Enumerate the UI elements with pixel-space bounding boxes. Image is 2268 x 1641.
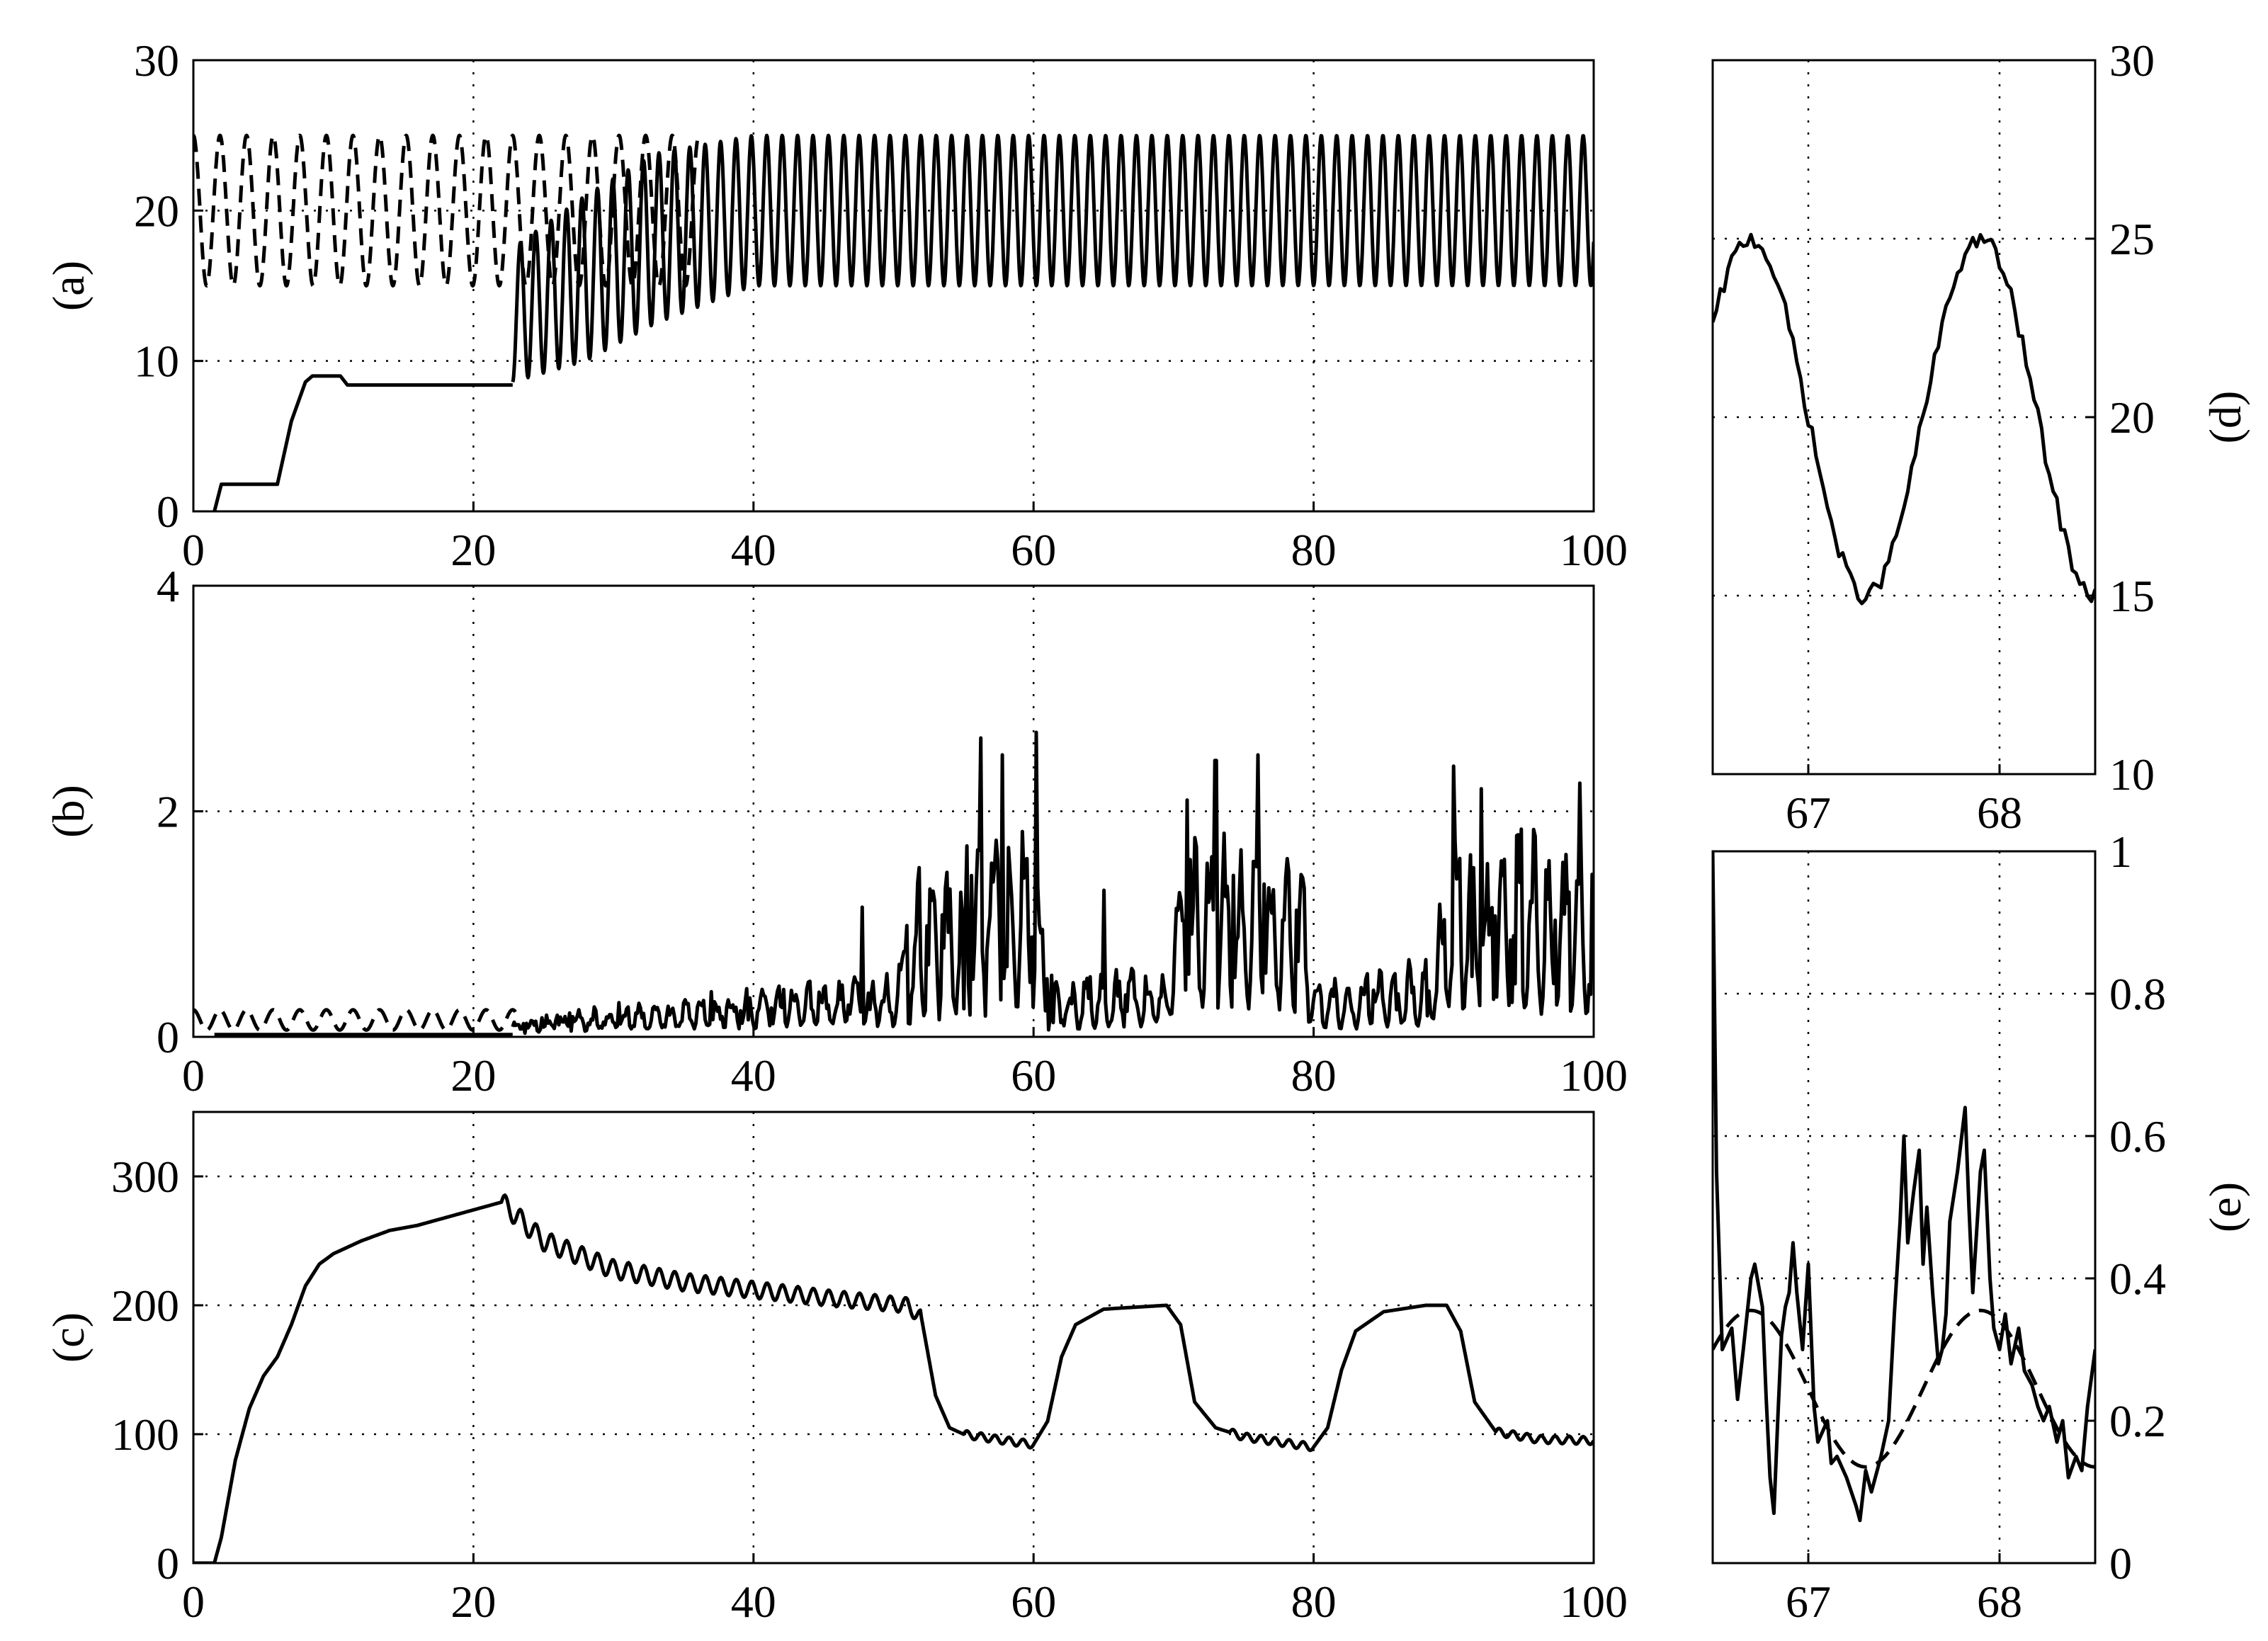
panel-e-series-2-line bbox=[1713, 851, 2095, 1523]
panel-a-xtick-label-80: 80 bbox=[1291, 525, 1337, 575]
panel-c-xtick-label-100: 100 bbox=[1560, 1577, 1628, 1627]
panel-a-ytick-label-10: 10 bbox=[134, 336, 179, 387]
panel-d-ytick-label-10: 10 bbox=[2109, 749, 2155, 800]
panel-e-ytick-label-0.8: 0.8 bbox=[2109, 969, 2166, 1019]
panel-c-xtick-label-60: 60 bbox=[1011, 1577, 1056, 1627]
panel-b-ytick-label-0: 0 bbox=[157, 1012, 179, 1062]
panel-b-ytick-label-4: 4 bbox=[157, 561, 179, 611]
panel-d-ytick-label-30: 30 bbox=[2109, 35, 2155, 86]
panel-e-ytick-label-0.4: 0.4 bbox=[2109, 1254, 2166, 1304]
panel-b-chart: 0 20 40 60 80 100 0 2 4 (b) bbox=[43, 561, 1628, 1101]
panel-b-xtick-label-80: 80 bbox=[1291, 1050, 1337, 1101]
panel-e-ytick-label-0.6: 0.6 bbox=[2109, 1111, 2166, 1162]
panel-a-frame bbox=[192, 59, 1595, 513]
panel-a-xtick-label-40: 40 bbox=[731, 525, 776, 575]
panel-b-xtick-label-60: 60 bbox=[1011, 1050, 1056, 1101]
panel-b-xtick-label-20: 20 bbox=[450, 1050, 496, 1101]
panel-c-ytick-label-300: 300 bbox=[111, 1152, 179, 1202]
panel-b-label: (b) bbox=[43, 785, 93, 838]
panel-a-xtick-label-60: 60 bbox=[1011, 525, 1056, 575]
panel-c-ytick-label-200: 200 bbox=[111, 1281, 179, 1331]
panel-d-ytick-label-20: 20 bbox=[2109, 392, 2155, 443]
panel-c-xtick-label-0: 0 bbox=[182, 1577, 205, 1627]
panel-a-ytick-label-30: 30 bbox=[134, 35, 179, 86]
panel-a-xtick-label-0: 0 bbox=[182, 525, 205, 575]
panel-a-ytick-label-0: 0 bbox=[157, 487, 179, 537]
panel-d-ytick-label-15: 15 bbox=[2109, 571, 2155, 621]
panel-c-xtick-label-20: 20 bbox=[450, 1577, 496, 1627]
panel-c-ytick-label-0: 0 bbox=[157, 1538, 179, 1589]
panel-b-series-3-line bbox=[511, 730, 1594, 1035]
panel-e-chart: 67 68 0 0.2 0.4 0.6 0.8 1 (e) bbox=[1711, 827, 2250, 1627]
panel-c-label: (c) bbox=[43, 1312, 93, 1363]
panel-c-series-1-line bbox=[193, 1193, 1594, 1563]
panel-d-xtick-label-67: 67 bbox=[1786, 788, 1831, 838]
panel-a-series-3-line bbox=[511, 133, 1594, 383]
panel-e-label: (e) bbox=[2200, 1182, 2250, 1232]
panel-e-xtick-label-67: 67 bbox=[1786, 1577, 1831, 1627]
panel-b-xtick-label-100: 100 bbox=[1560, 1050, 1628, 1101]
panel-d-chart: 67 68 10 15 20 25 30 (d) bbox=[1711, 35, 2250, 838]
panel-e-xtick-label-68: 68 bbox=[1977, 1577, 2022, 1627]
panel-c-ytick-label-100: 100 bbox=[111, 1409, 179, 1460]
panel-b-xtick-label-0: 0 bbox=[182, 1050, 205, 1101]
panel-a-xtick-label-20: 20 bbox=[450, 525, 496, 575]
panel-d-ytick-label-25: 25 bbox=[2109, 214, 2155, 264]
panel-b-series-1-line bbox=[193, 1008, 517, 1032]
panel-a-ytick-label-20: 20 bbox=[134, 186, 179, 236]
panel-e-ytick-label-1: 1 bbox=[2109, 827, 2132, 877]
panel-c-chart: 0 20 40 60 80 100 0 100 200 300 (c) bbox=[43, 1111, 1628, 1627]
panel-e-ytick-label-0.2: 0.2 bbox=[2109, 1396, 2166, 1446]
panel-c-xtick-label-40: 40 bbox=[731, 1577, 776, 1627]
panel-e-frame bbox=[1711, 850, 2097, 1565]
panel-e-ytick-label-0: 0 bbox=[2109, 1538, 2132, 1589]
panel-e-series-1-line bbox=[1713, 1308, 2095, 1469]
panel-a-chart: 0 20 40 60 80 100 0 10 20 30 (a) bbox=[43, 35, 1628, 575]
panel-a-xtick-label-100: 100 bbox=[1560, 525, 1628, 575]
panel-b-ytick-label-2: 2 bbox=[157, 787, 179, 837]
panel-d-series-1-line bbox=[1713, 232, 2095, 606]
panel-a-series-2-line bbox=[212, 374, 513, 511]
panel-a-series-1-line bbox=[193, 133, 700, 288]
panel-a-label: (a) bbox=[43, 261, 93, 311]
panel-d-xtick-label-68: 68 bbox=[1977, 788, 2022, 838]
panel-c-frame bbox=[192, 1111, 1595, 1565]
panel-c-xtick-label-80: 80 bbox=[1291, 1577, 1337, 1627]
panel-d-label: (d) bbox=[2200, 391, 2250, 444]
panel-b-xtick-label-40: 40 bbox=[731, 1050, 776, 1101]
